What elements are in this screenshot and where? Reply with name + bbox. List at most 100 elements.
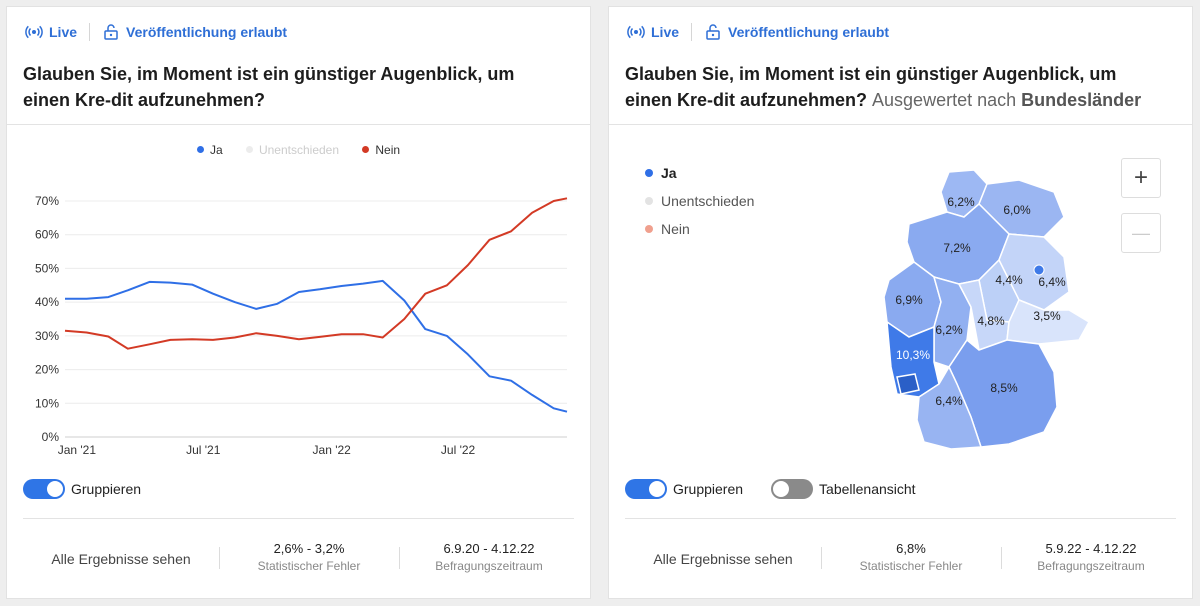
question-title: Glauben Sie, im Moment ist ein günstiger…: [625, 61, 1165, 113]
x-tick-label: Jul '21: [186, 443, 221, 457]
series-line-nein: [64, 197, 568, 350]
region-value-label: 4,4%: [995, 273, 1023, 287]
group-toggle[interactable]: [23, 479, 65, 499]
region-value-label: 6,4%: [1038, 275, 1066, 289]
live-icon: [627, 23, 645, 41]
lock-open-icon: [704, 23, 722, 41]
region-value-label: 6,0%: [1003, 203, 1031, 217]
group-toggle[interactable]: [625, 479, 667, 499]
publish-label[interactable]: Veröffentlichung erlaubt: [728, 24, 890, 40]
map-card: Live Veröffentlichung erlaubt Glauben Si…: [608, 6, 1193, 599]
y-tick-label: 50%: [35, 261, 59, 275]
x-tick-label: Jul '22: [441, 443, 476, 457]
error-value: 6,8%: [896, 541, 926, 556]
error-stat: 6,8% Statistischer Fehler: [821, 541, 1001, 573]
legend-item-unentschieden[interactable]: Unentschieden: [245, 142, 340, 157]
line-chart: 0% 10% 20% 30% 40% 50% 60% 70% Jan '21 Jul '21 Jan…: [35, 194, 568, 457]
legend-item-ja[interactable]: Ja: [645, 159, 754, 187]
live-label: Live: [651, 24, 680, 40]
legend-dot: [196, 146, 204, 153]
table-view-toggle-label: Tabellenansicht: [819, 481, 916, 497]
legend-item-ja[interactable]: Ja: [196, 142, 223, 157]
y-tick-label: 60%: [35, 228, 59, 242]
region-value-label: 10,3%: [896, 348, 930, 362]
region-baden-wuerttemberg[interactable]: [916, 365, 983, 450]
meta-row: Live Veröffentlichung erlaubt: [627, 23, 889, 41]
card-footer: Alle Ergebnisse sehen 6,8% Statistischer…: [625, 518, 1176, 600]
region-value-label: 6,9%: [895, 293, 923, 307]
period-value: 5.9.22 - 4.12.22: [1045, 541, 1137, 556]
region-value-label: 6,4%: [935, 394, 963, 408]
chart-legend: Ja Unentschieden Nein: [7, 142, 590, 157]
y-tick-label: 40%: [35, 295, 59, 309]
y-tick-label: 30%: [35, 329, 59, 343]
legend-item-unentschieden[interactable]: Unentschieden: [645, 187, 754, 215]
live-label: Live: [49, 24, 78, 40]
region-saarland[interactable]: [896, 373, 920, 395]
legend-item-nein[interactable]: Nein: [362, 143, 400, 157]
table-view-toggle[interactable]: [771, 479, 814, 499]
group-toggle-label: Gruppieren: [673, 481, 744, 497]
footer-divider: [219, 547, 220, 569]
question-subtitle: Ausgewertet nach Bundesländer: [872, 90, 1141, 110]
y-tick-label: 10%: [35, 396, 59, 410]
y-tick-label: 20%: [35, 363, 59, 377]
error-label: Statistischer Fehler: [257, 559, 361, 573]
map-legend: Ja Unentschieden Nein: [645, 159, 754, 243]
toggle-knob: [46, 480, 64, 498]
publish-label[interactable]: Veröffentlichung erlaubt: [126, 24, 288, 40]
toggle-knob: [772, 480, 791, 498]
legend-label: Nein: [375, 142, 401, 157]
group-toggle-label: Gruppieren: [71, 481, 142, 497]
legend-label: Ja: [209, 142, 223, 157]
region-sachsen[interactable]: [1006, 299, 1091, 345]
period-value: 6.9.20 - 4.12.22: [443, 541, 535, 556]
meta-row: Live Veröffentlichung erlaubt: [25, 23, 287, 41]
subtitle-prefix: Ausgewertet nach: [872, 90, 1017, 110]
legend-label: Unentschieden: [258, 142, 340, 157]
legend-dot: [245, 146, 253, 153]
all-results-link[interactable]: Alle Ergebnisse sehen: [51, 551, 191, 567]
legend-label: Ja: [661, 165, 677, 181]
error-stat: 2,6% - 3,2% Statistischer Fehler: [219, 541, 399, 573]
period-label: Befragungszeitraum: [1037, 559, 1145, 573]
period-stat: 6.9.20 - 4.12.22 Befragungszeitraum: [399, 541, 579, 573]
region-value-label: 6,2%: [935, 323, 963, 337]
germany-map: 6,2% 6,0% 7,2% 4,4% 6,4% 6,9% 6,2% 4,8% …: [883, 169, 1091, 450]
footer-divider: [821, 547, 822, 569]
group-toggle-row: Gruppieren Tabellenansicht: [625, 479, 916, 499]
legend-label: Unentschieden: [661, 193, 755, 209]
card-header: Live Veröffentlichung erlaubt Glauben Si…: [7, 7, 590, 125]
card-header: Live Veröffentlichung erlaubt Glauben Si…: [609, 7, 1192, 125]
series-points-nein: [65, 198, 567, 349]
error-label: Statistischer Fehler: [859, 559, 963, 573]
toggle-knob: [648, 480, 666, 498]
region-value-label: 3,5%: [1033, 309, 1061, 323]
line-chart-card: Live Veröffentlichung erlaubt Glauben Si…: [6, 6, 591, 599]
legend-item-nein[interactable]: Nein: [645, 215, 754, 243]
zoom-out-button[interactable]: —: [1121, 213, 1161, 253]
region-berlin[interactable]: [1033, 264, 1045, 276]
series-line-ja: [65, 279, 568, 413]
zoom-in-button[interactable]: +: [1121, 158, 1161, 198]
y-tick-label: 0%: [42, 430, 60, 444]
region-value-label: 6,2%: [947, 195, 975, 209]
x-tick-label: Jan '22: [313, 443, 352, 457]
legend-dot: [362, 146, 370, 153]
legend-dot: [645, 225, 653, 233]
live-icon: [25, 23, 43, 41]
lock-open-icon: [102, 23, 120, 41]
region-value-label: 7,2%: [943, 241, 971, 255]
all-results-link[interactable]: Alle Ergebnisse sehen: [653, 551, 793, 567]
region-value-label: 4,8%: [977, 314, 1005, 328]
period-stat: 5.9.22 - 4.12.22 Befragungszeitraum: [1001, 541, 1181, 573]
period-label: Befragungszeitraum: [435, 559, 543, 573]
subtitle-bold: Bundesländer: [1021, 90, 1142, 110]
question-title: Glauben Sie, im Moment ist ein günstiger…: [23, 64, 515, 110]
error-value: 2,6% - 3,2%: [273, 541, 345, 556]
footer-divider: [1001, 547, 1002, 569]
meta-separator: [89, 23, 91, 41]
legend-label: Nein: [661, 221, 690, 237]
meta-separator: [691, 23, 693, 41]
group-toggle-row: Gruppieren: [23, 479, 141, 499]
